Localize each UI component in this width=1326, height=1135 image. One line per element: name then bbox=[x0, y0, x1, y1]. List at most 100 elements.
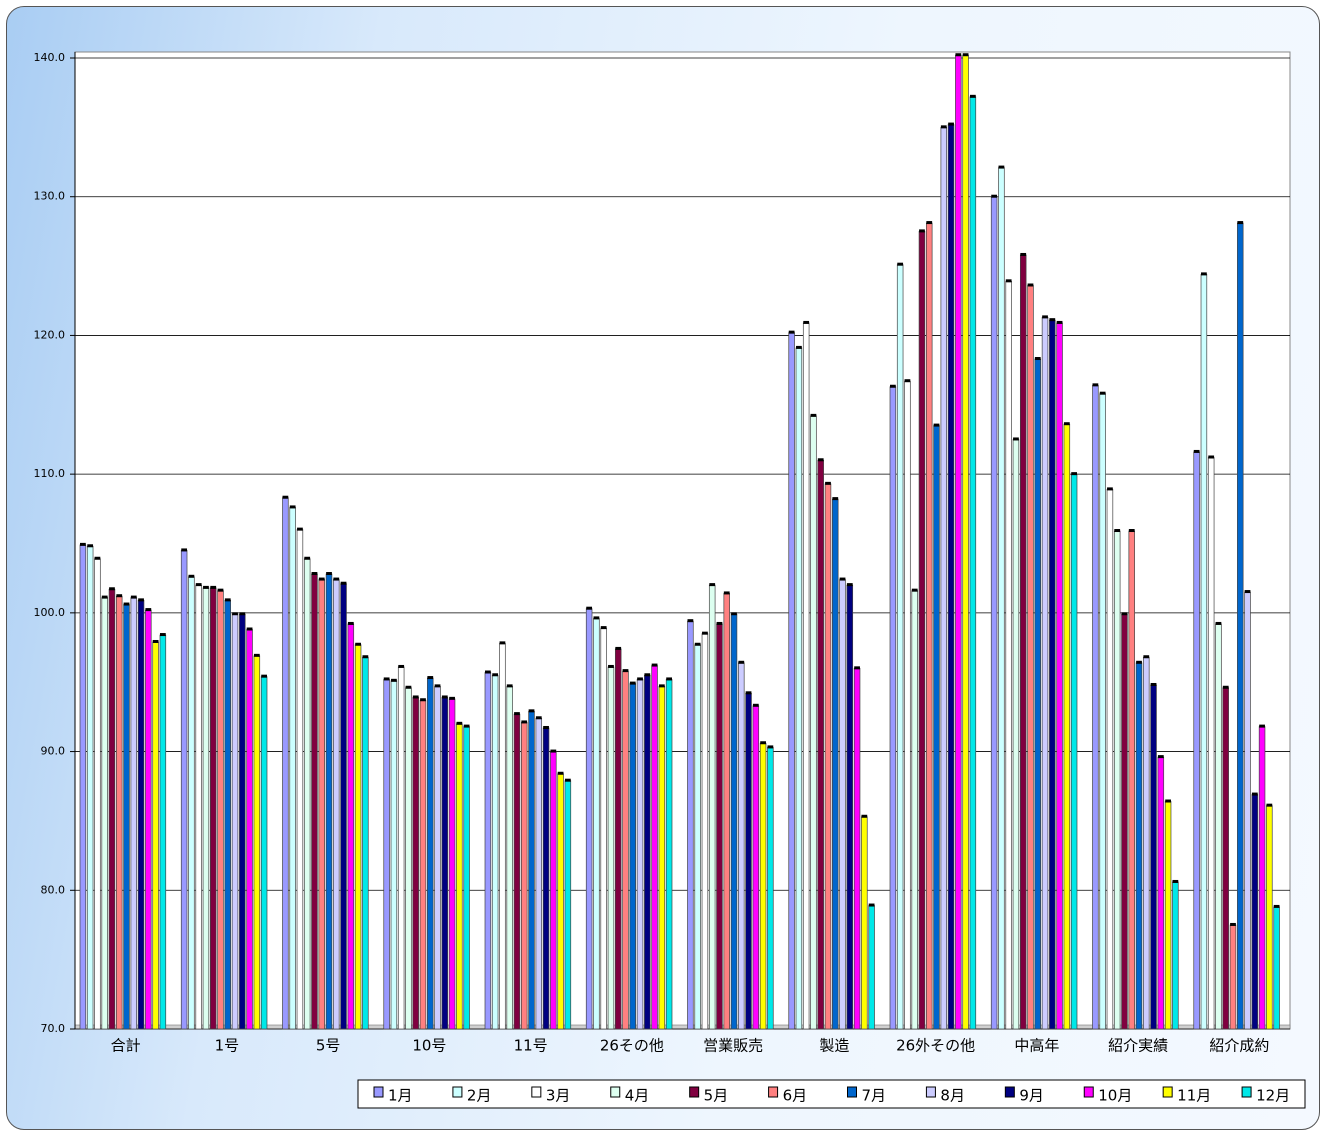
bar bbox=[1164, 801, 1172, 1030]
bar bbox=[600, 627, 607, 1030]
bar-cap bbox=[145, 608, 152, 612]
bar bbox=[137, 600, 145, 1030]
bar-cap bbox=[608, 664, 614, 668]
bar bbox=[832, 498, 839, 1030]
bar bbox=[752, 705, 760, 1030]
legend-swatch bbox=[610, 1086, 621, 1098]
legend-swatch bbox=[531, 1086, 542, 1098]
bar-cap bbox=[456, 721, 463, 725]
bar-cap bbox=[138, 598, 144, 602]
bar-cap bbox=[297, 527, 303, 531]
bar-cap bbox=[101, 595, 108, 599]
bar bbox=[593, 618, 600, 1030]
y-tick-label: 120.0 bbox=[34, 328, 66, 341]
bar-cap bbox=[398, 664, 405, 668]
bar-cap bbox=[1092, 383, 1099, 387]
y-tick-label: 130.0 bbox=[34, 190, 66, 203]
bar bbox=[521, 722, 528, 1030]
bar-cap bbox=[485, 670, 491, 674]
bar-cap bbox=[1273, 904, 1280, 908]
bar bbox=[723, 593, 730, 1030]
bar-cap bbox=[803, 320, 810, 324]
bar-cap bbox=[593, 616, 600, 620]
x-tick-label: 26その他 bbox=[600, 1037, 664, 1055]
bar-cap bbox=[926, 221, 933, 225]
bar-cap bbox=[1005, 279, 1012, 283]
bar-cap bbox=[203, 585, 209, 589]
bar-cap bbox=[846, 583, 853, 587]
bar-cap bbox=[687, 619, 694, 623]
bar bbox=[1266, 805, 1273, 1030]
bar-cap bbox=[1136, 660, 1142, 664]
bar-cap bbox=[1201, 272, 1207, 276]
bar bbox=[1244, 591, 1251, 1030]
y-tick-label: 80.0 bbox=[41, 883, 66, 896]
bar bbox=[585, 608, 593, 1030]
bar-cap bbox=[702, 631, 708, 635]
bar-cap bbox=[738, 660, 745, 664]
bar-cap bbox=[1172, 879, 1179, 883]
bar-cap bbox=[181, 548, 188, 552]
bar bbox=[246, 629, 253, 1030]
bar-cap bbox=[904, 379, 911, 383]
legend-swatch bbox=[847, 1086, 857, 1098]
x-tick-label: 紹介成約 bbox=[1209, 1037, 1269, 1055]
bar bbox=[738, 662, 745, 1030]
bar-cap bbox=[810, 413, 817, 417]
bar-cap bbox=[1165, 799, 1171, 803]
bar-cap bbox=[933, 423, 940, 427]
legend-swatch bbox=[925, 1086, 936, 1098]
x-tick-label: 営業販売 bbox=[703, 1037, 763, 1055]
bar-cap bbox=[333, 577, 340, 581]
bar bbox=[889, 386, 897, 1030]
bar-cap bbox=[506, 684, 513, 688]
bar bbox=[1034, 358, 1041, 1030]
bar-cap bbox=[1049, 318, 1056, 322]
bar-cap bbox=[716, 621, 723, 625]
bar bbox=[456, 723, 463, 1030]
bar-cap bbox=[1143, 655, 1150, 659]
legend-swatch bbox=[452, 1086, 463, 1098]
bar bbox=[644, 674, 651, 1030]
bar-cap bbox=[434, 684, 441, 688]
bar bbox=[427, 677, 434, 1030]
bar bbox=[904, 380, 911, 1030]
bar-cap bbox=[340, 581, 347, 585]
bar-cap bbox=[362, 655, 369, 659]
bar bbox=[1113, 530, 1121, 1030]
bar bbox=[463, 726, 470, 1030]
bar bbox=[224, 600, 231, 1030]
bar bbox=[550, 751, 557, 1030]
bar bbox=[152, 641, 159, 1030]
bar bbox=[325, 573, 333, 1030]
bar-cap bbox=[449, 696, 455, 700]
y-tick-label: 140.0 bbox=[34, 51, 66, 64]
bar bbox=[1135, 662, 1143, 1030]
bar bbox=[802, 322, 810, 1030]
bar bbox=[636, 679, 644, 1030]
bar bbox=[108, 588, 116, 1030]
bar bbox=[340, 583, 347, 1030]
legend-swatch bbox=[373, 1086, 384, 1098]
legend-label: 7月 bbox=[862, 1087, 887, 1105]
bar bbox=[188, 576, 195, 1030]
bar bbox=[528, 710, 535, 1030]
bar-cap bbox=[1208, 455, 1215, 459]
bar-cap bbox=[463, 724, 470, 728]
bar-cap bbox=[1157, 755, 1164, 759]
bar bbox=[998, 167, 1005, 1030]
bar-cap bbox=[535, 716, 542, 720]
bar bbox=[955, 54, 962, 1030]
bar-cap bbox=[347, 621, 354, 625]
bar bbox=[788, 332, 795, 1030]
bar-cap bbox=[550, 749, 557, 753]
bar-cap bbox=[1099, 391, 1106, 395]
bar bbox=[622, 670, 629, 1030]
bar-cap bbox=[955, 53, 962, 57]
x-tick-label: 10号 bbox=[412, 1037, 446, 1055]
bar bbox=[202, 587, 210, 1030]
bar bbox=[209, 587, 217, 1030]
bar-cap bbox=[210, 585, 217, 589]
bar-cap bbox=[557, 771, 564, 775]
bar-cap bbox=[492, 673, 499, 677]
